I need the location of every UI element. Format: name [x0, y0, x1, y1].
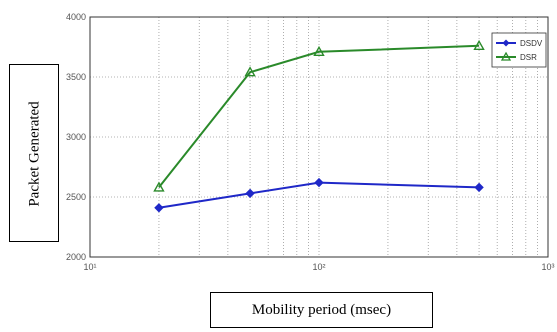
legend: DSDV DSR [492, 33, 546, 67]
data-point-dsdv [315, 179, 323, 187]
y-tick-label: 2000 [66, 252, 86, 262]
data-point-dsdv [155, 204, 163, 212]
x-axis-label: Mobility period (msec) [252, 302, 391, 319]
x-tick-label: 10² [312, 262, 325, 272]
y-tick-label: 4000 [66, 12, 86, 22]
legend-entry-dsdv: DSDV [520, 39, 543, 48]
y-tick-label: 2500 [66, 192, 86, 202]
series-layer [154, 41, 483, 212]
grid [90, 17, 548, 257]
y-tick-label: 3500 [66, 72, 86, 82]
x-tick-label: 10¹ [83, 262, 96, 272]
y-axis-label: Packet Generated [27, 101, 44, 206]
data-point-dsdv [475, 183, 483, 191]
x-tick-label: 10³ [541, 262, 554, 272]
y-tick-label: 3000 [66, 132, 86, 142]
x-axis-label-box: Mobility period (msec) [210, 292, 433, 328]
axis-ticks: 2000 2500 3000 3500 4000 10¹ 10² 10³ [66, 12, 555, 272]
legend-entry-dsr: DSR [520, 53, 537, 62]
data-point-dsdv [246, 189, 254, 197]
y-axis-label-box: Packet Generated [9, 64, 59, 242]
